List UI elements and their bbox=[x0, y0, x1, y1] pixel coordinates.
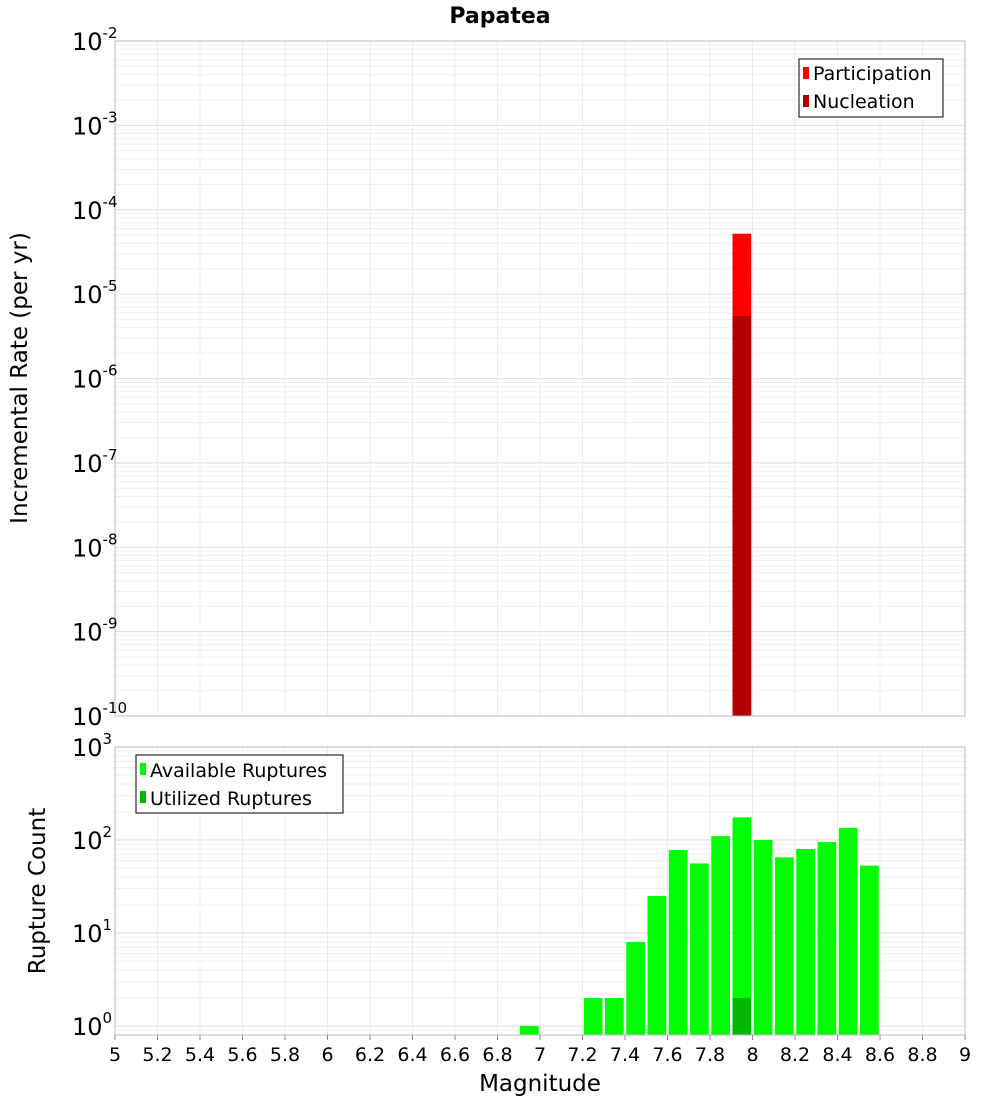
bar-available-ruptures bbox=[668, 850, 688, 1035]
bar-available-ruptures bbox=[775, 857, 794, 1035]
y-tick-label: 100 bbox=[72, 1009, 112, 1041]
bottom-legend: Available Ruptures Utilized Ruptures bbox=[135, 754, 344, 814]
top-panel: 10-10 10-9 10-8 10-7 10-6 10-5 10-4 10-3 10-2 In… bbox=[7, 24, 966, 731]
x-tick-label: 6.8 bbox=[482, 1044, 512, 1066]
legend-label-participation: Participation bbox=[813, 63, 932, 85]
x-axis-label: Magnitude bbox=[479, 1071, 601, 1097]
x-tick-label: 8.8 bbox=[907, 1044, 937, 1066]
x-tick-label: 5 bbox=[109, 1044, 121, 1066]
bar-available-ruptures bbox=[711, 836, 730, 1035]
top-legend: Participation Nucleation bbox=[798, 58, 944, 118]
legend-label-nucleation: Nucleation bbox=[813, 91, 915, 113]
bar-available-ruptures bbox=[647, 895, 667, 1035]
y-tick-label: 10-3 bbox=[72, 108, 118, 140]
chart-title: Papatea bbox=[449, 4, 550, 29]
bar-utilized-ruptures bbox=[732, 997, 752, 1035]
bar-available-ruptures bbox=[605, 997, 624, 1035]
legend-swatch-nucleation bbox=[803, 95, 809, 107]
x-tick-label: 7.4 bbox=[610, 1044, 640, 1066]
x-tick-label: 5.6 bbox=[227, 1044, 257, 1066]
y-tick-label: 10-10 bbox=[72, 699, 127, 731]
legend-swatch-participation bbox=[803, 67, 809, 79]
bar-available-ruptures bbox=[838, 827, 858, 1035]
bar-available-ruptures bbox=[817, 842, 837, 1035]
legend-swatch-available bbox=[140, 763, 146, 775]
top-gridlines bbox=[114, 41, 966, 717]
bar-available-ruptures bbox=[796, 849, 815, 1035]
x-tick-label: 6.6 bbox=[440, 1044, 470, 1066]
y-tick-label: 10-5 bbox=[72, 277, 118, 309]
x-ticks: 5 5.2 5.4 5.6 5.8 6 6.2 6.4 6.6 6.8 7 7.2 7.4 7.6 7.8 8… bbox=[109, 1035, 971, 1066]
x-tick-label: 7.6 bbox=[652, 1044, 682, 1066]
bar-available-ruptures bbox=[690, 863, 709, 1035]
x-tick-label: 8.2 bbox=[780, 1044, 810, 1066]
x-tick-label: 6.4 bbox=[397, 1044, 427, 1066]
x-tick-label: 8.4 bbox=[822, 1044, 852, 1066]
bar-available-ruptures bbox=[583, 997, 603, 1035]
bar-available-ruptures bbox=[860, 865, 879, 1035]
y-tick-label: 101 bbox=[72, 916, 112, 948]
bar-available-ruptures bbox=[520, 1025, 539, 1035]
top-legend-box bbox=[798, 58, 944, 118]
x-tick-label: 7 bbox=[534, 1044, 546, 1066]
bar-nucleation bbox=[732, 316, 752, 716]
bottom-legend-box bbox=[135, 754, 344, 814]
bar-available-ruptures bbox=[626, 942, 645, 1035]
top-bars bbox=[732, 233, 752, 716]
y-tick-label: 10-9 bbox=[72, 615, 118, 647]
bottom-panel: 100 101 102 103 5 5.2 5.4 5.6 5.8 6 6.2 6.4 6.6 6.8 7… bbox=[25, 730, 971, 1097]
y-tick-label: 102 bbox=[72, 823, 112, 855]
legend-label-available: Available Ruptures bbox=[150, 760, 327, 782]
bottom-y-axis-label: Rupture Count bbox=[25, 808, 51, 974]
legend-label-utilized: Utilized Ruptures bbox=[150, 788, 312, 810]
top-y-ticks: 10-10 10-9 10-8 10-7 10-6 10-5 10-4 10-3 10-2 bbox=[72, 24, 127, 731]
x-tick-label: 5.2 bbox=[142, 1044, 172, 1066]
x-tick-label: 6 bbox=[321, 1044, 333, 1066]
y-tick-label: 10-7 bbox=[72, 446, 118, 478]
legend-swatch-utilized bbox=[140, 791, 146, 803]
x-tick-label: 5.8 bbox=[270, 1044, 300, 1066]
bottom-bars bbox=[520, 817, 879, 1035]
top-plot-frame bbox=[114, 40, 966, 717]
top-y-axis-label: Incremental Rate (per yr) bbox=[7, 232, 33, 524]
y-tick-label: 10-4 bbox=[72, 193, 118, 225]
bar-available-ruptures bbox=[732, 817, 752, 1035]
y-tick-label: 10-6 bbox=[72, 362, 118, 394]
x-tick-label: 9 bbox=[959, 1044, 971, 1066]
bar-available-ruptures bbox=[753, 839, 773, 1035]
x-tick-label: 5.4 bbox=[185, 1044, 215, 1066]
x-tick-label: 6.2 bbox=[355, 1044, 385, 1066]
y-tick-label: 10-2 bbox=[72, 24, 118, 56]
y-tick-label: 10-8 bbox=[72, 530, 118, 562]
x-tick-label: 8 bbox=[746, 1044, 758, 1066]
x-tick-label: 7.8 bbox=[695, 1044, 725, 1066]
bottom-y-ticks: 100 101 102 103 bbox=[72, 730, 112, 1041]
x-tick-label: 7.2 bbox=[567, 1044, 597, 1066]
x-tick-label: 8.6 bbox=[865, 1044, 895, 1066]
y-tick-label: 103 bbox=[72, 730, 112, 762]
